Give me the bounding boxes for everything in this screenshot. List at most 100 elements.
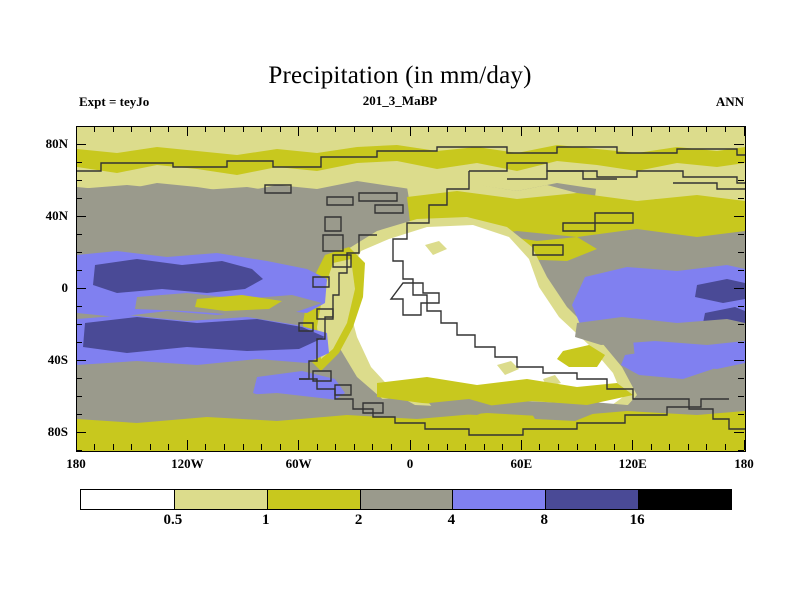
x-axis-tick bbox=[687, 126, 689, 132]
x-axis-tick bbox=[650, 126, 652, 132]
x-axis-tick-label: 60E bbox=[510, 456, 533, 471]
x-axis-tick bbox=[687, 444, 689, 450]
x-axis-tick bbox=[724, 444, 726, 450]
y-axis-tick bbox=[76, 161, 82, 163]
x-axis-tick bbox=[242, 126, 244, 132]
x-axis-tick bbox=[502, 126, 504, 132]
y-axis-tick bbox=[738, 161, 744, 163]
x-axis-tick bbox=[595, 444, 597, 450]
x-axis-tick bbox=[428, 126, 430, 132]
y-axis-tick bbox=[734, 287, 744, 289]
colorbar-divider bbox=[173, 490, 175, 509]
y-axis-tick bbox=[76, 395, 82, 397]
x-axis-tick bbox=[483, 126, 485, 132]
x-axis-tick bbox=[75, 126, 77, 136]
x-axis-tick bbox=[223, 444, 225, 450]
y-axis-tick bbox=[738, 251, 744, 253]
x-axis-tick bbox=[613, 126, 615, 132]
x-axis-tick bbox=[131, 444, 133, 450]
x-axis-tick bbox=[409, 440, 411, 450]
x-axis-tick bbox=[650, 444, 652, 450]
x-axis-tick bbox=[168, 126, 170, 132]
x-axis-tick-label: 180 bbox=[734, 456, 754, 471]
y-axis-tick-label: 80S bbox=[47, 424, 68, 439]
x-axis-tick bbox=[446, 126, 448, 132]
x-axis-tick bbox=[669, 444, 671, 450]
x-axis-tick bbox=[242, 444, 244, 450]
x-axis-tick bbox=[186, 126, 188, 136]
y-axis-tick-label: 40N bbox=[45, 208, 68, 223]
x-axis-tick bbox=[131, 126, 133, 132]
x-axis-tick bbox=[353, 126, 355, 132]
colorbar-tick-label: 1 bbox=[261, 512, 270, 528]
colorbar-divider bbox=[359, 490, 361, 509]
y-axis-tick bbox=[76, 413, 82, 415]
x-axis-tick bbox=[520, 126, 522, 136]
y-axis-tick bbox=[734, 359, 744, 361]
x-axis-tick bbox=[335, 126, 337, 132]
colorbar-divider bbox=[266, 490, 268, 509]
y-axis-tick bbox=[76, 197, 82, 199]
experiment-label: Expt = teyJo bbox=[79, 94, 150, 109]
colorbar-band bbox=[452, 490, 546, 509]
x-axis-tick-label: 180 bbox=[66, 456, 86, 471]
x-axis-tick bbox=[94, 444, 96, 450]
x-axis-tick bbox=[75, 440, 77, 450]
x-axis-tick bbox=[261, 126, 263, 132]
x-axis-tick-label: 120E bbox=[618, 456, 647, 471]
x-axis-tick bbox=[94, 126, 96, 132]
y-axis-tick bbox=[734, 431, 744, 433]
x-axis-tick bbox=[149, 444, 151, 450]
y-axis-tick bbox=[738, 341, 744, 343]
x-axis-tick bbox=[724, 126, 726, 132]
x-axis-tick bbox=[298, 126, 300, 136]
colorbar-band bbox=[545, 490, 639, 509]
x-axis-tick-label: 60W bbox=[285, 456, 312, 471]
colorbar-tick-label: 16 bbox=[629, 512, 645, 528]
map-plot-area bbox=[76, 126, 746, 452]
x-axis-tick bbox=[502, 444, 504, 450]
x-axis-tick bbox=[428, 444, 430, 450]
x-axis-tick bbox=[632, 126, 634, 136]
y-axis-tick bbox=[76, 359, 86, 361]
y-axis-tick bbox=[76, 125, 82, 127]
y-axis-tick bbox=[76, 215, 86, 217]
x-axis-tick bbox=[743, 126, 745, 136]
x-axis-tick bbox=[186, 440, 188, 450]
colorbar-band bbox=[359, 490, 453, 509]
x-axis-tick bbox=[335, 444, 337, 450]
y-axis-tick bbox=[76, 233, 82, 235]
x-axis-tick bbox=[669, 126, 671, 132]
x-axis-tick bbox=[298, 440, 300, 450]
x-axis-tick bbox=[557, 126, 559, 132]
y-axis-tick bbox=[738, 323, 744, 325]
y-axis-tick bbox=[76, 269, 82, 271]
y-axis-tick bbox=[738, 377, 744, 379]
colorbar bbox=[80, 489, 732, 510]
y-axis-tick bbox=[738, 125, 744, 127]
colorbar-tick-label: 0.5 bbox=[163, 512, 183, 528]
x-axis-tick bbox=[261, 444, 263, 450]
colorbar-tick-label: 4 bbox=[447, 512, 456, 528]
y-axis-tick bbox=[738, 305, 744, 307]
x-axis-tick bbox=[223, 126, 225, 132]
y-axis-tick bbox=[76, 305, 82, 307]
colorbar-divider bbox=[452, 490, 454, 509]
precipitation-contour-map bbox=[77, 127, 745, 451]
y-axis-tick-label: 0 bbox=[61, 280, 69, 295]
y-axis-tick bbox=[738, 413, 744, 415]
x-axis-tick bbox=[576, 444, 578, 450]
x-axis-tick bbox=[595, 126, 597, 132]
x-axis-tick bbox=[465, 444, 467, 450]
y-axis-tick-label: 40S bbox=[47, 352, 68, 367]
subtitle-label: 201_3_MaBP bbox=[362, 93, 438, 108]
x-axis-tick bbox=[372, 444, 374, 450]
y-axis-tick bbox=[738, 197, 744, 199]
x-axis-tick bbox=[149, 126, 151, 132]
colorbar-tick-label: 2 bbox=[354, 512, 363, 528]
y-axis-tick bbox=[738, 269, 744, 271]
colorbar-tick-label: 8 bbox=[540, 512, 549, 528]
x-axis-tick bbox=[743, 440, 745, 450]
x-axis-tick bbox=[706, 444, 708, 450]
